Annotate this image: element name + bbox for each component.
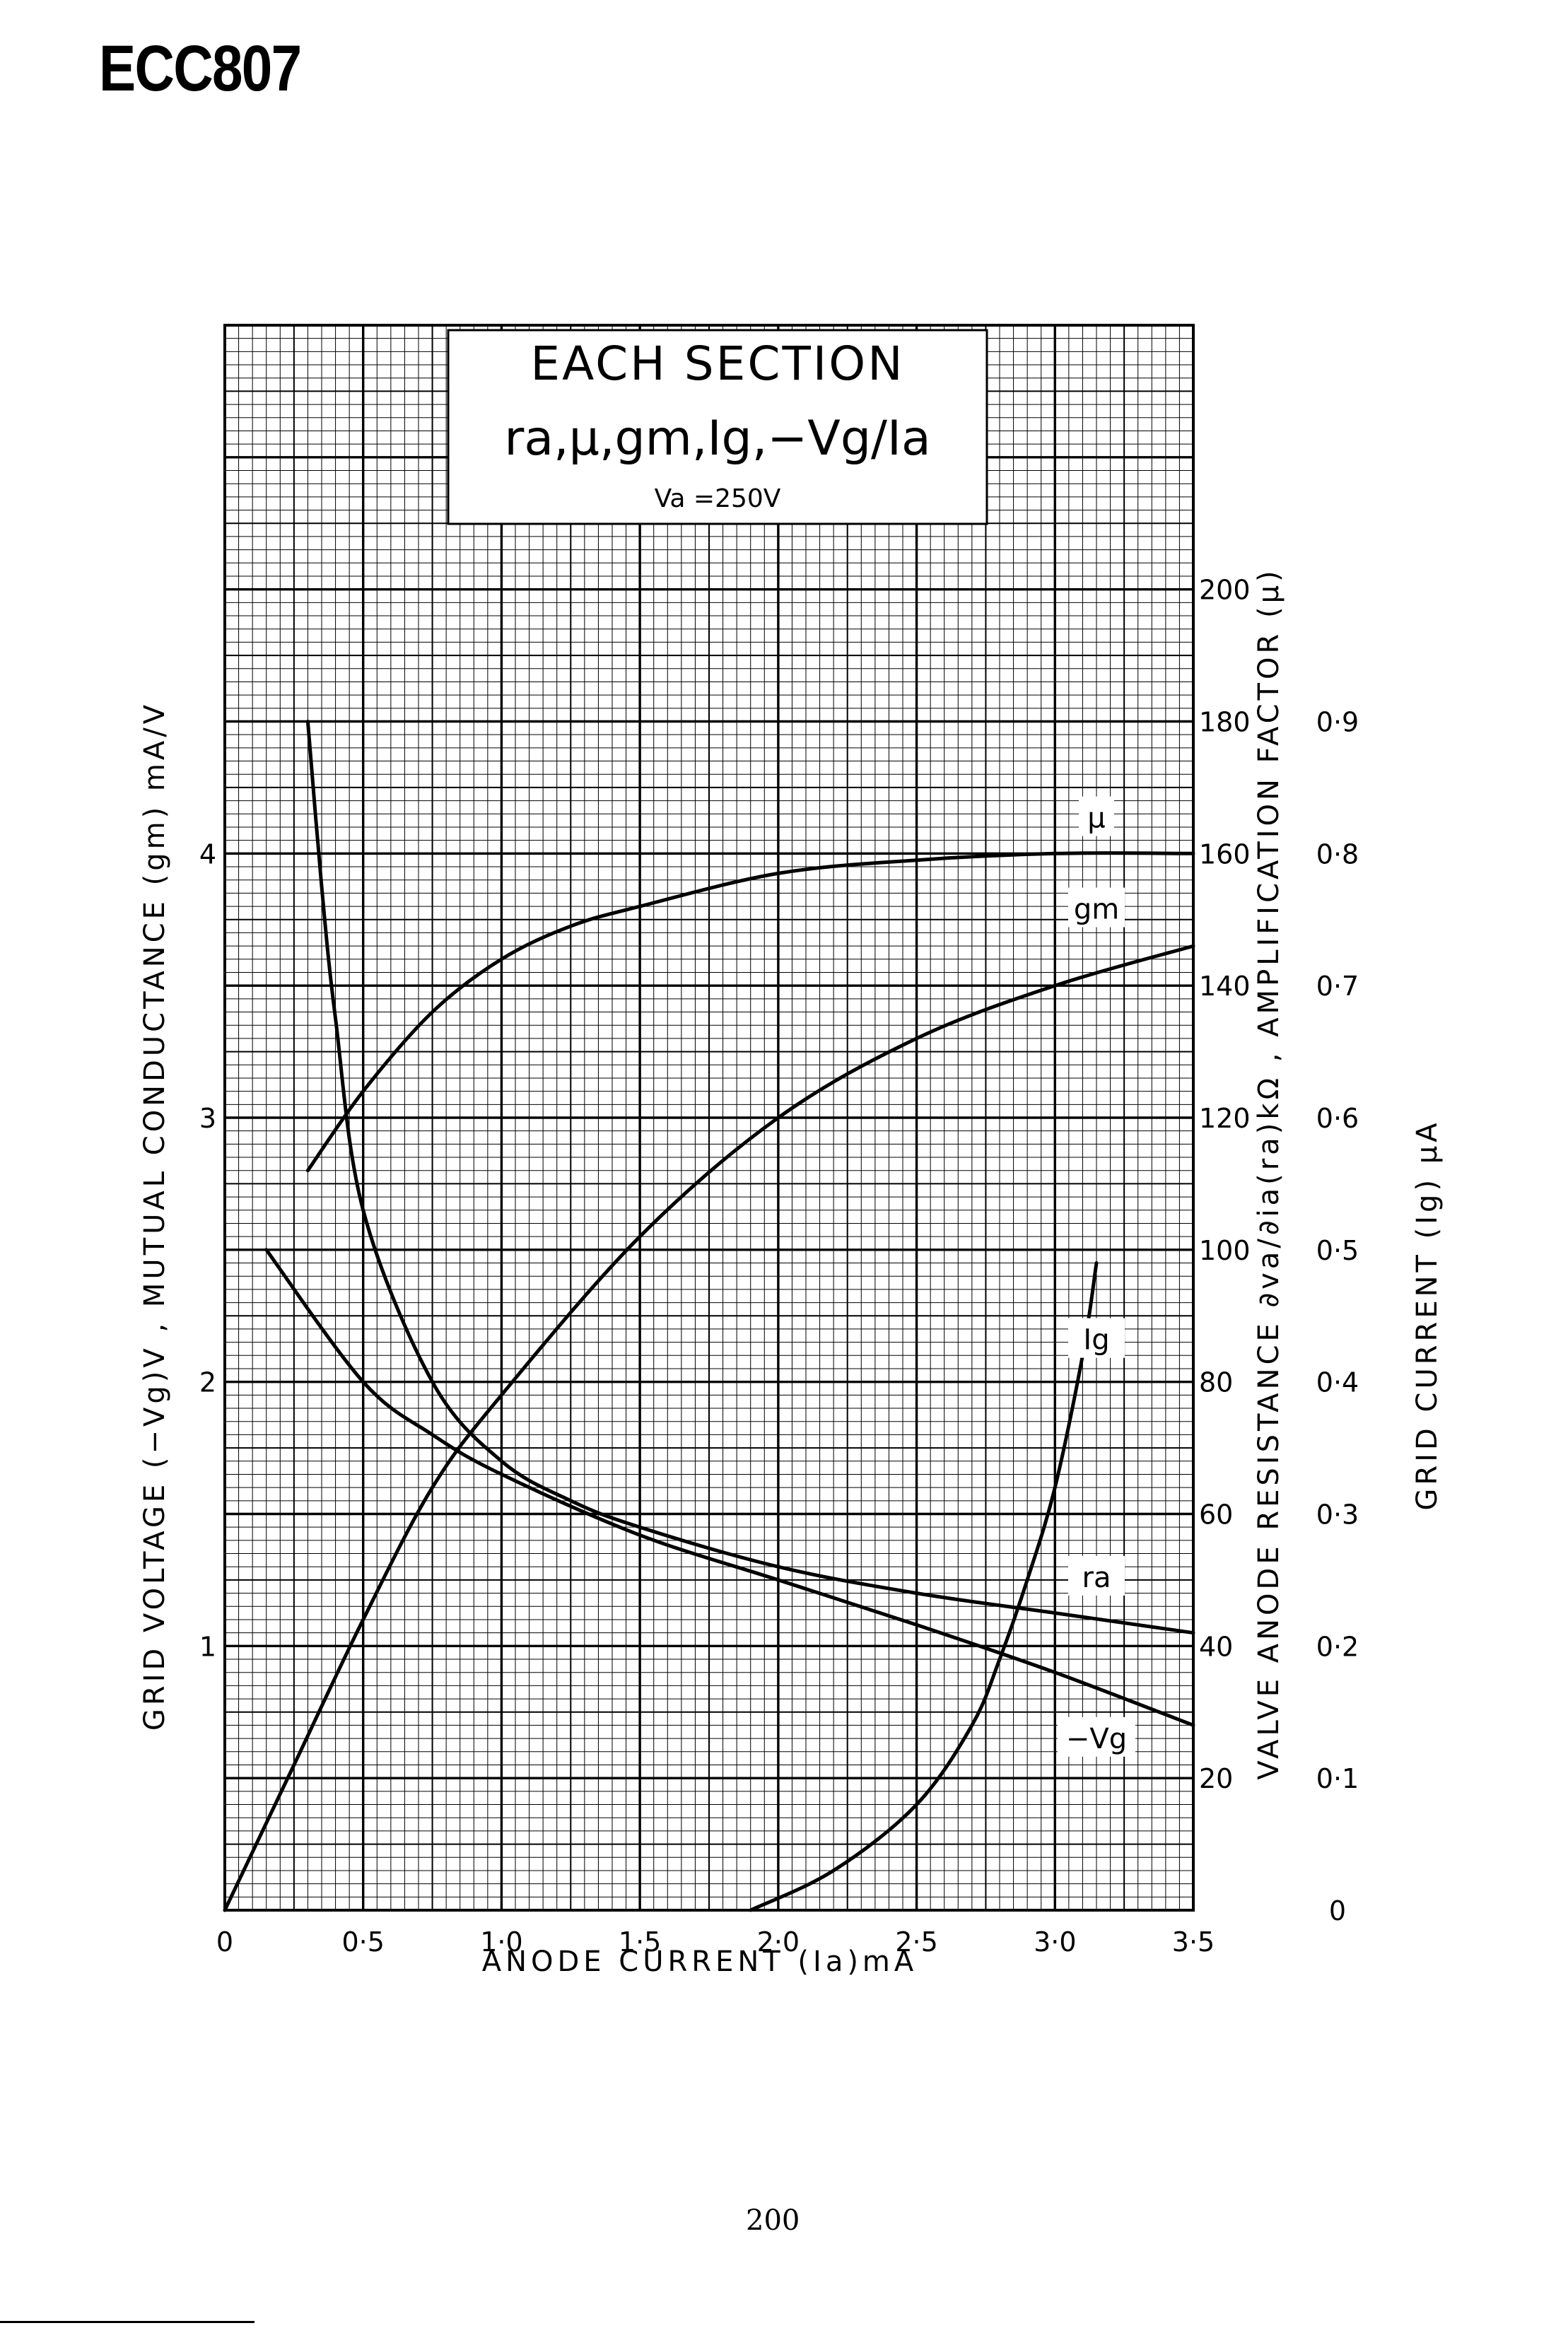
x-axis-label: ANODE CURRENT (Ia)mA [482,1946,918,1978]
left-axis-label: GRID VOLTAGE (−Vg)V , MUTUAL CONDUCTANCE… [139,701,171,1731]
grid-current-tick-label: 0·7 [1316,971,1359,1002]
x-tick-label: 1·0 [480,1926,522,1958]
series-ra-label: ra [1082,1562,1111,1594]
chart-title: EACH SECTION [530,337,904,391]
series-label-box [1058,1716,1135,1757]
right-axis-2-label: GRID CURRENT (Ig) μA [1411,1119,1444,1510]
right-tick-label: 200 [1199,575,1251,606]
series-minus-vg-label: −Vg [1066,1723,1127,1755]
series-gm-line [223,944,1195,1912]
page-number: 200 [746,2204,800,2237]
series-label-box [1068,887,1125,928]
chart-title-box: EACH SECTION ra,μ,gm,Ig,−Vg/Ia Va =250V [447,329,988,525]
grid-current-tick-label: 0·5 [1316,1235,1359,1266]
grid-current-tick-label: 0·4 [1316,1367,1359,1398]
series-mu-label: μ [1087,802,1105,835]
plot-frame [223,324,1195,1912]
left-tick-label: 2 [199,1367,216,1398]
grid-current-tick-label: 0·2 [1316,1631,1359,1662]
right-tick-label: 80 [1199,1367,1233,1398]
grid-current-tick-label: 0·9 [1316,707,1359,738]
chart-curve-labels: μ gm ra −Vg Ig [1058,796,1135,1757]
x-tick-label: 2·5 [895,1926,937,1958]
x-tick-label: 3·0 [1034,1926,1076,1958]
right-tick-label: 140 [1199,971,1251,1002]
bottom-rule [0,2321,254,2323]
right-tick-label: 40 [1199,1631,1233,1662]
chart-tick-labels: 0 0·5 1·0 1·5 2·0 2·5 3·0 3·5 1 2 3 4 20 40 60 80 100 120… [199,575,1359,1958]
right-tick-label: 180 [1199,707,1251,738]
x-tick-label: 1·5 [619,1926,661,1958]
right-tick-label: 20 [1199,1763,1233,1794]
left-tick-label: 1 [199,1631,216,1662]
chart-grid [223,324,1195,1912]
series-label-box [1068,1318,1125,1358]
right-tick-label: 120 [1199,1103,1251,1134]
right-axis-1-label: VALVE ANODE RESISTANCE ∂va/∂ia(ra)kΩ , A… [1253,567,1285,1779]
series-mu-line [305,851,1195,1173]
series-label-box [1068,1555,1125,1596]
grid-current-tick-label: 0·6 [1316,1103,1359,1134]
grid-current-tick-label: 0 [1329,1895,1346,1926]
series-minus-vg-line [264,1248,1195,1727]
left-tick-label: 3 [199,1103,216,1134]
x-tick-label: 0 [216,1926,233,1958]
left-tick-label: 4 [199,838,216,870]
series-label-box [1079,796,1114,836]
grid-current-tick-label: 0·8 [1316,838,1359,870]
series-ig-line [749,1261,1099,1912]
right-tick-label: 60 [1199,1499,1233,1531]
grid-current-tick-label: 0·1 [1316,1763,1359,1794]
x-tick-label: 2·0 [757,1926,800,1958]
x-tick-label: 3·5 [1172,1926,1215,1958]
right-tick-label: 100 [1199,1235,1251,1266]
page-title: ECC807 [99,33,302,105]
chart-condition: Va =250V [655,484,781,513]
x-tick-label: 0·5 [341,1926,384,1958]
chart-curves [223,720,1195,1912]
right-tick-label: 160 [1199,838,1251,870]
series-ra-line [305,720,1195,1635]
chart-subtitle: ra,μ,gm,Ig,−Vg/Ia [504,411,930,467]
series-ig-label: Ig [1083,1324,1109,1357]
series-gm-label: gm [1074,894,1119,926]
grid-current-tick-label: 0·3 [1316,1499,1359,1531]
